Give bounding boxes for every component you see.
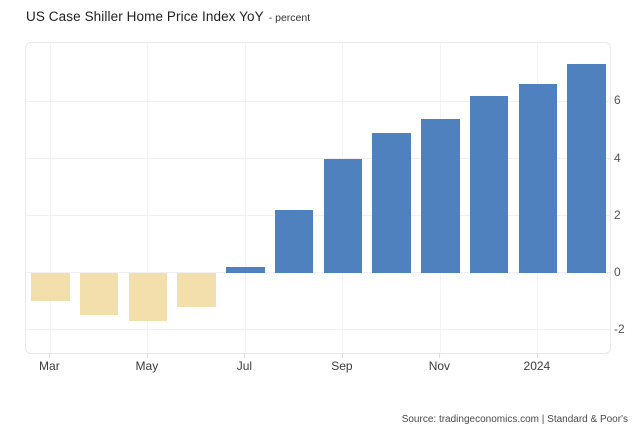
y-tick-label-6: 6 <box>614 93 621 108</box>
y-tick-label-4: 4 <box>614 150 621 165</box>
bar-apr-2023[interactable] <box>79 272 119 316</box>
bar-feb-2024[interactable] <box>567 64 606 273</box>
x-tick-may <box>146 353 148 358</box>
x-tick-label-jul: Jul <box>236 359 253 373</box>
y-tick-label-2: 2 <box>614 207 621 222</box>
gridline-y-6 <box>26 100 610 102</box>
x-tick-2024 <box>536 353 538 358</box>
plot-area <box>25 42 611 354</box>
gridline-y-4 <box>26 158 610 160</box>
gridline-x-jul <box>244 43 246 353</box>
x-tick-jul <box>244 353 246 358</box>
x-tick-label-mar: Mar <box>39 359 60 373</box>
x-tick-label-sep: Sep <box>331 359 353 373</box>
bar-dec-2023[interactable] <box>469 95 509 273</box>
x-tick-label-nov: Nov <box>428 359 451 373</box>
x-tick-label-2024: 2024 <box>523 359 551 373</box>
gridline-y--2 <box>26 329 610 331</box>
bar-nov-2023[interactable] <box>421 118 460 273</box>
chart-header: US Case Shiller Home Price Index YoY - pe… <box>26 8 310 26</box>
bar-sep-2023[interactable] <box>323 158 363 273</box>
x-tick-mar <box>49 353 51 358</box>
gridline-y-2 <box>26 215 610 217</box>
bar-may-2023[interactable] <box>128 272 168 322</box>
gridline-y-0 <box>26 272 610 274</box>
bar-jun-2023[interactable] <box>177 272 216 307</box>
chart-title: US Case Shiller Home Price Index YoY <box>26 9 264 24</box>
y-tick-label-0: 0 <box>614 264 621 279</box>
bar-oct-2023[interactable] <box>372 132 411 273</box>
gridline-x-mar <box>49 43 51 353</box>
x-tick-label-may: May <box>135 359 159 373</box>
chart-subtitle: - percent <box>268 12 311 24</box>
gridline-x-may <box>147 43 149 353</box>
x-tick-nov <box>439 353 441 358</box>
bar-jan-2024[interactable] <box>518 84 558 273</box>
bar-jul-2023[interactable] <box>226 266 265 273</box>
bar-mar-2023[interactable] <box>31 272 70 302</box>
bar-aug-2023[interactable] <box>274 209 314 273</box>
y-tick-label--2: -2 <box>614 321 625 336</box>
source-attribution: Source: tradingeconomics.com | Standard … <box>401 414 628 425</box>
x-tick-sep <box>341 353 343 358</box>
